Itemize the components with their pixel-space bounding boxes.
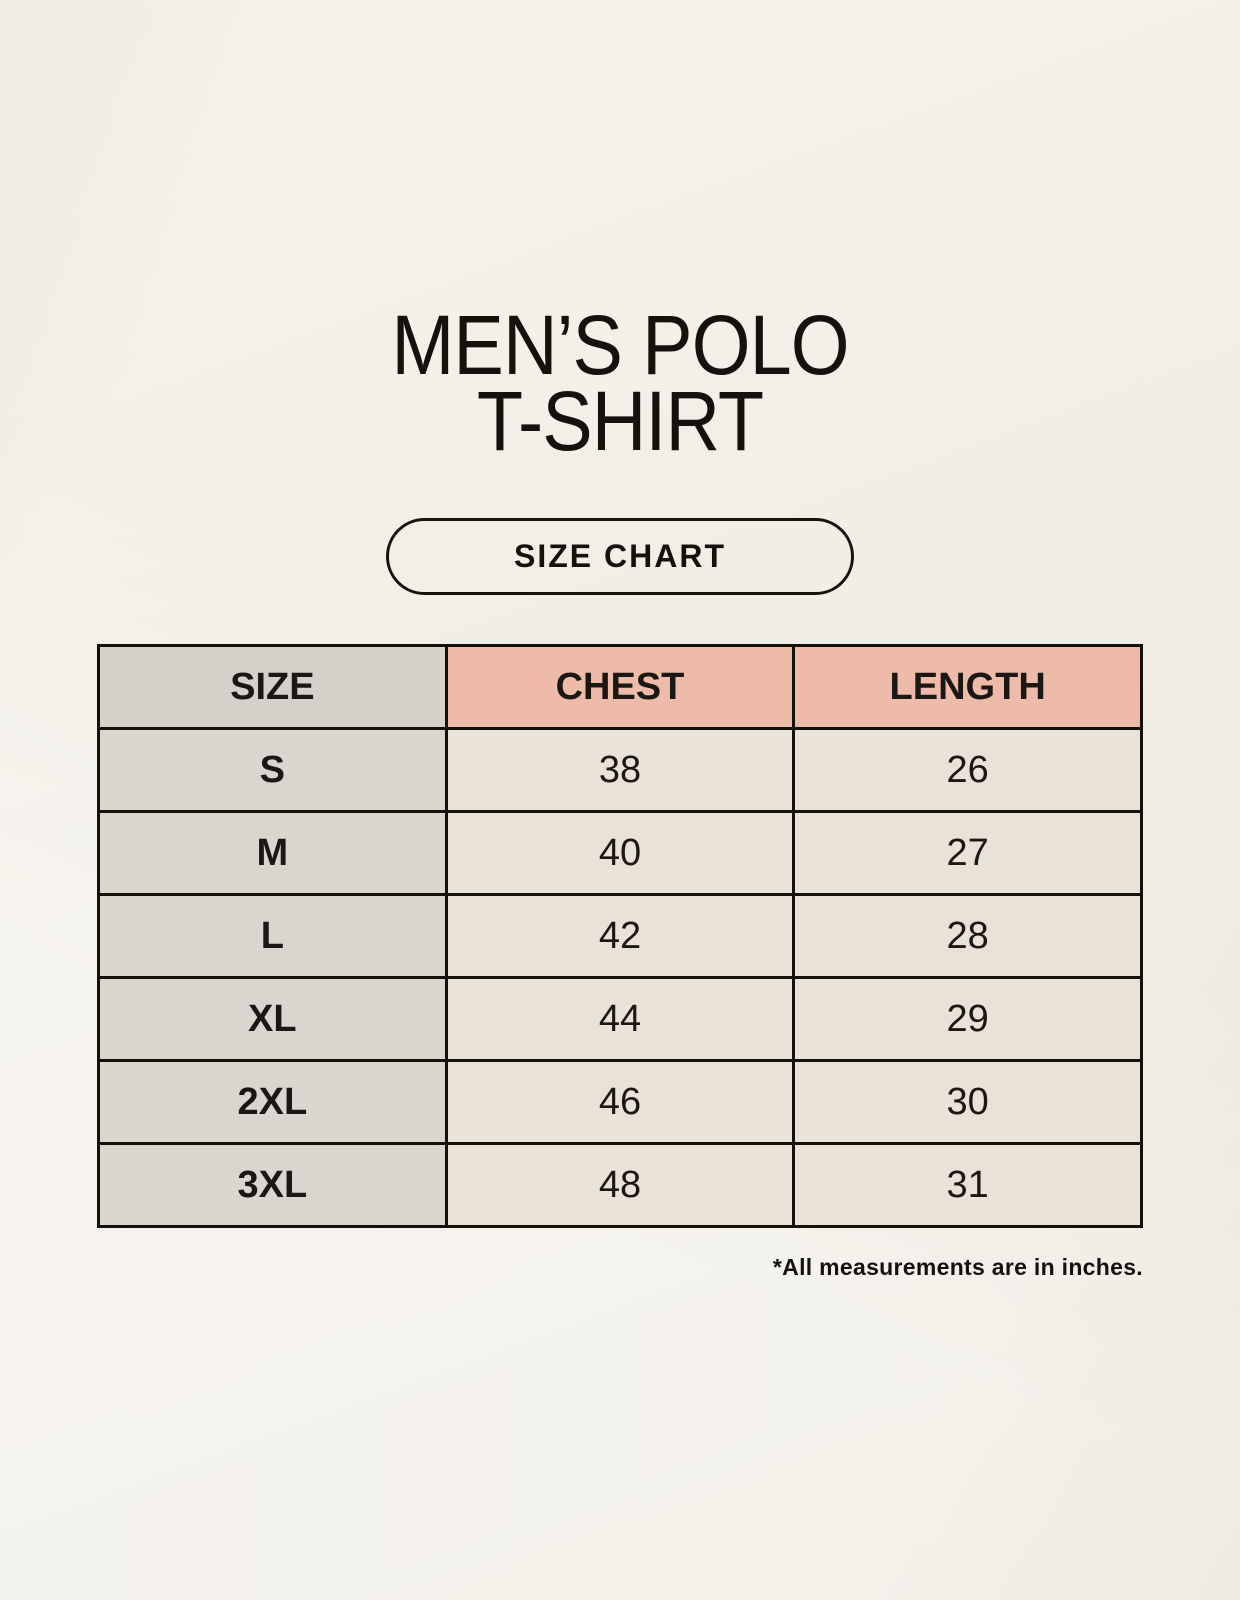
size-cell: 3XL xyxy=(97,1142,448,1228)
size-cell: XL xyxy=(97,976,448,1062)
table-row: XL 44 29 xyxy=(97,976,1143,1062)
size-chart-badge: SIZE CHART xyxy=(386,518,854,595)
chest-cell: 46 xyxy=(444,1059,796,1145)
chest-cell: 48 xyxy=(444,1142,796,1228)
size-cell: L xyxy=(97,893,448,979)
table-row: L 42 28 xyxy=(97,893,1143,979)
column-header-length: LENGTH xyxy=(792,644,1143,730)
length-cell: 30 xyxy=(792,1059,1143,1145)
chest-cell: 42 xyxy=(444,893,796,979)
size-cell: 2XL xyxy=(97,1059,448,1145)
chest-cell: 40 xyxy=(444,810,796,896)
column-header-chest: CHEST xyxy=(444,644,796,730)
length-cell: 26 xyxy=(792,727,1143,813)
product-title: MEN’S POLO T-SHIRT xyxy=(62,298,1178,468)
length-cell: 31 xyxy=(792,1142,1143,1228)
table-row: 2XL 46 30 xyxy=(97,1059,1143,1145)
size-table: SIZE CHEST LENGTH S 38 26 M 40 27 L 42 2… xyxy=(97,644,1143,1228)
column-header-size: SIZE xyxy=(97,644,448,730)
length-cell: 28 xyxy=(792,893,1143,979)
length-cell: 27 xyxy=(792,810,1143,896)
chest-cell: 44 xyxy=(444,976,796,1062)
size-cell: S xyxy=(97,727,448,813)
chest-cell: 38 xyxy=(444,727,796,813)
table-row: M 40 27 xyxy=(97,810,1143,896)
size-chart-badge-label: SIZE CHART xyxy=(514,538,726,574)
table-row: S 38 26 xyxy=(97,727,1143,813)
size-cell: M xyxy=(97,810,448,896)
product-title-line-2: T-SHIRT xyxy=(476,373,764,468)
table-row: 3XL 48 31 xyxy=(97,1142,1143,1228)
length-cell: 29 xyxy=(792,976,1143,1062)
product-title-line-1: MEN’S POLO xyxy=(391,298,849,392)
size-table-header-row: SIZE CHEST LENGTH xyxy=(97,644,1143,730)
measurements-footnote: *All measurements are in inches. xyxy=(772,1254,1143,1280)
